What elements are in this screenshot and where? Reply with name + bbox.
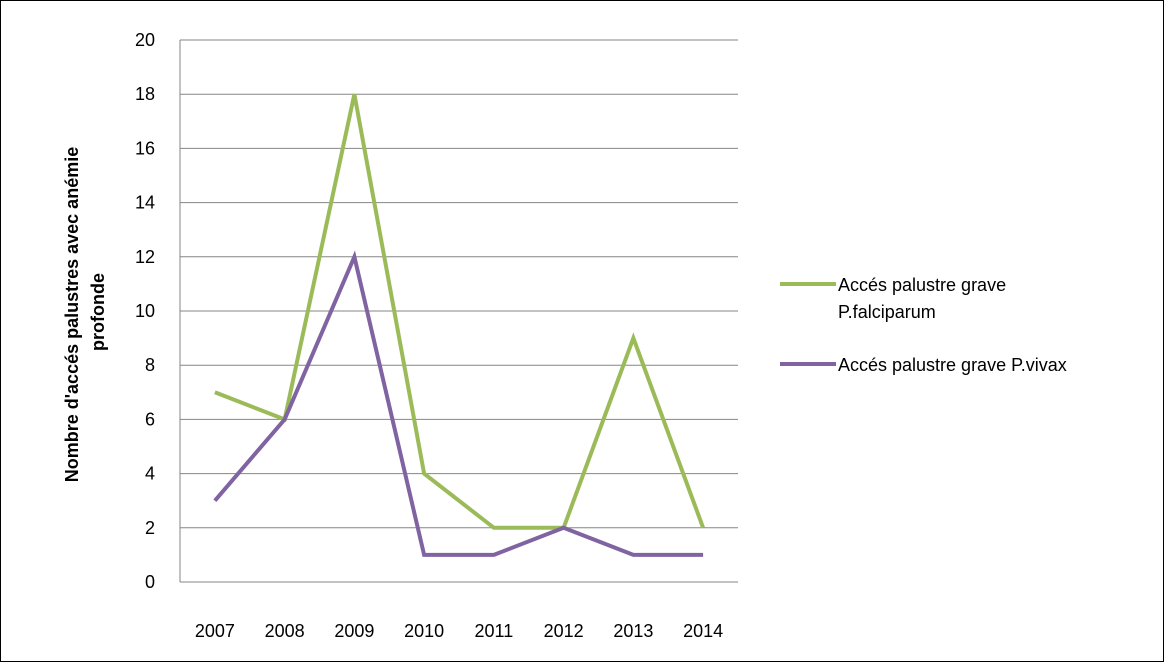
y-axis-label-line-2: profonde xyxy=(88,273,108,351)
x-tick-label: 2007 xyxy=(195,621,235,641)
x-tick-label: 2011 xyxy=(475,621,514,641)
legend-label-falciparum-line-1: Accés palustre grave xyxy=(838,275,1006,295)
y-tick-label: 12 xyxy=(135,247,155,267)
x-tick-label: 2012 xyxy=(544,621,584,641)
y-tick-label: 0 xyxy=(145,572,155,592)
legend-label-falciparum: Accés palustre grave P.falciparum xyxy=(838,275,1011,322)
legend: Accés palustre grave P.falciparum Accés … xyxy=(780,275,1067,375)
x-tick-label: 2010 xyxy=(404,621,444,641)
legend-label-vivax-line-1: Accés palustre grave P.vivax xyxy=(838,355,1067,375)
x-tick-label: 2013 xyxy=(613,621,653,641)
y-tick-label: 20 xyxy=(135,30,155,50)
y-tick-label: 2 xyxy=(145,518,155,538)
gridlines xyxy=(179,39,738,583)
x-axis-ticks: 2007 2008 2009 2010 2011 2012 2013 2014 xyxy=(195,621,723,641)
x-tick-label: 2009 xyxy=(334,621,374,641)
legend-label-falciparum-line-2: P.falciparum xyxy=(838,302,936,322)
x-tick-label: 2008 xyxy=(265,621,305,641)
y-axis-ticks: 0 2 4 6 8 10 12 14 16 18 20 xyxy=(135,30,155,592)
y-tick-label: 16 xyxy=(135,138,155,158)
y-tick-label: 18 xyxy=(135,84,155,104)
y-tick-label: 6 xyxy=(145,409,155,429)
legend-label-vivax: Accés palustre grave P.vivax xyxy=(838,355,1067,375)
series-line-1 xyxy=(213,250,704,557)
y-tick-label: 14 xyxy=(135,193,155,213)
y-tick-label: 10 xyxy=(135,301,155,321)
x-tick-label: 2014 xyxy=(683,621,723,641)
series-line-0 xyxy=(214,93,706,530)
series-lines xyxy=(213,93,706,557)
y-tick-label: 4 xyxy=(145,464,155,484)
y-axis-label: Nombre d'accés palustres avec anémie pro… xyxy=(62,142,108,482)
y-tick-label: 8 xyxy=(145,355,155,375)
y-axis-label-line-1: Nombre d'accés palustres avec anémie xyxy=(62,147,82,482)
